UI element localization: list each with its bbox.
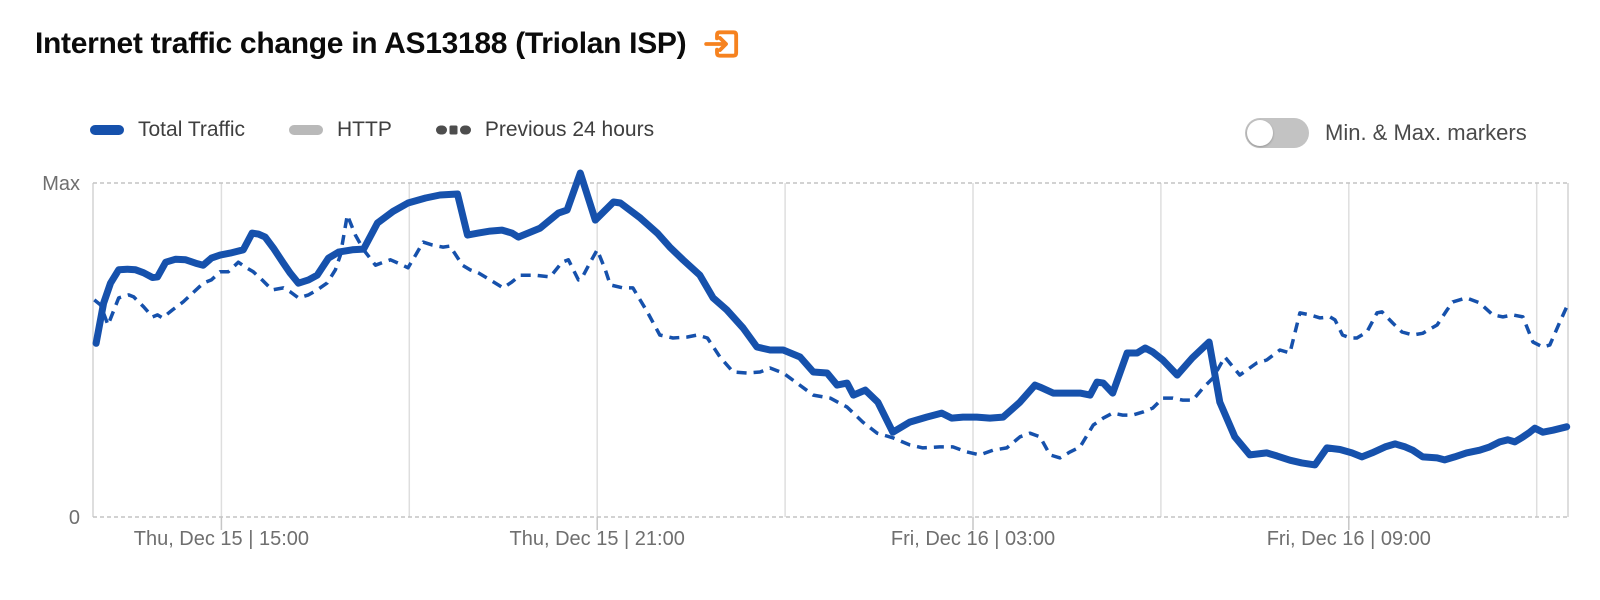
x-tick-label: Fri, Dec 16 | 03:00 [891, 528, 1055, 550]
y-axis-zero-label: 0 [69, 507, 80, 529]
toggle-knob [1247, 120, 1273, 146]
http-line [94, 171, 1569, 467]
chart-legend: Total Traffic HTTP Previous 24 hours [90, 118, 654, 142]
total-traffic-marker-icon [90, 125, 124, 135]
legend-item-http[interactable]: HTTP [289, 118, 392, 142]
legend-label-http: HTTP [337, 118, 392, 141]
x-tick-label: Thu, Dec 15 | 21:00 [510, 528, 685, 550]
y-axis-max-label: Max [42, 173, 80, 195]
external-link-icon-svg [704, 30, 739, 58]
x-tick-label: Thu, Dec 15 | 15:00 [134, 528, 309, 550]
legend-label-total-traffic: Total Traffic [138, 118, 245, 141]
http-marker-icon [289, 125, 323, 135]
min-max-markers-toggle[interactable] [1245, 118, 1309, 148]
previous-24-hours-marker-icon [435, 125, 471, 135]
external-link-icon[interactable] [702, 24, 742, 64]
page-title: Internet traffic change in AS13188 (Trio… [35, 27, 687, 60]
legend-item-total-traffic[interactable]: Total Traffic [90, 118, 245, 142]
title-row: Internet traffic change in AS13188 (Trio… [35, 24, 742, 64]
previous-24-hours-line [93, 213, 1569, 460]
x-tick-label: Fri, Dec 16 | 09:00 [1267, 528, 1431, 550]
total-traffic-line [92, 169, 1571, 469]
min-max-toggle-group: Min. & Max. markers [1245, 118, 1527, 148]
legend-item-previous-24-hours[interactable]: Previous 24 hours [435, 118, 655, 142]
min-max-toggle-label: Min. & Max. markers [1325, 120, 1527, 145]
legend-label-previous-24-hours: Previous 24 hours [484, 118, 655, 141]
